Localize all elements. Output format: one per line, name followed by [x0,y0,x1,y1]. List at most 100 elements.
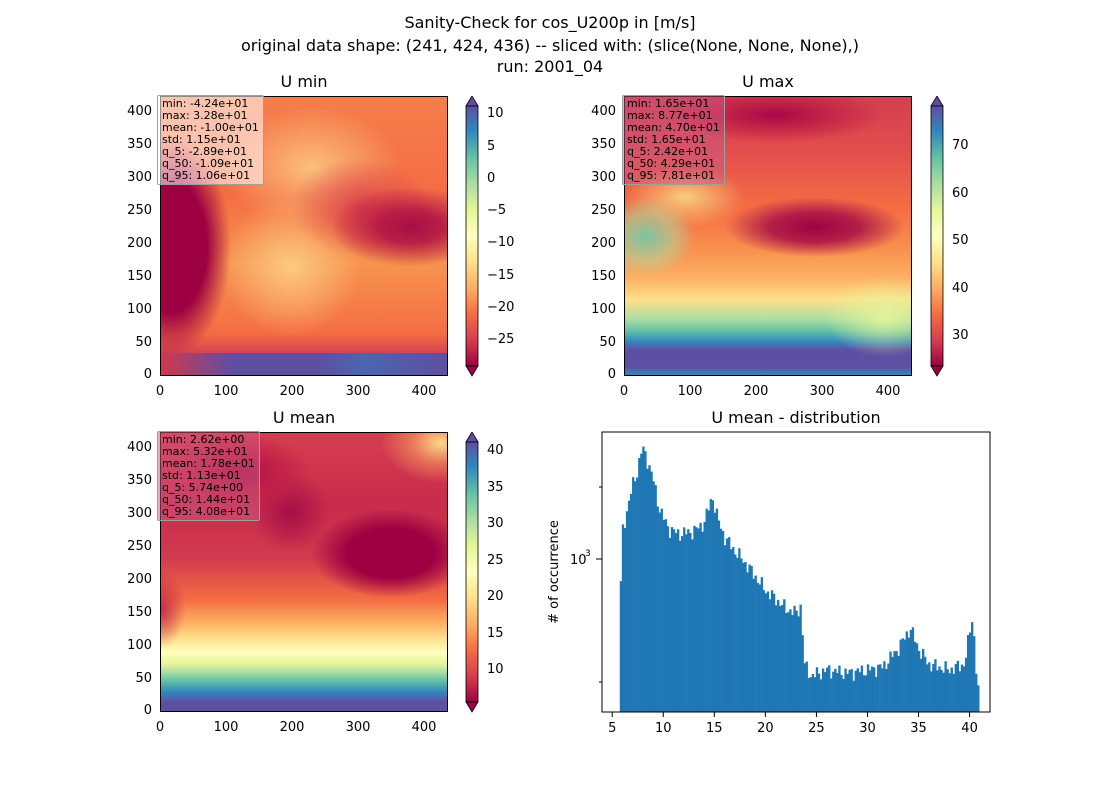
hist-bar [881,668,884,712]
umean-stat: mean: 1.78e+01 [162,457,255,470]
hist-bar [762,590,766,712]
hist-bar [721,530,725,712]
hist-bar [830,678,833,712]
hist-bar [681,536,684,712]
hist-bar [860,665,864,712]
hist-bar [742,562,745,712]
hist-bar [640,453,643,712]
hist-bar [836,673,839,712]
hist-bar [754,575,757,712]
hist-bar [625,511,629,712]
hist-bar [844,668,847,712]
hist-bar [634,481,637,712]
umean-xtick: 300 [345,720,371,735]
hist-xtick-label: 35 [910,721,927,736]
hist-bar [636,477,639,712]
umax-cbar-tick: 40 [952,281,969,296]
hist-bar [787,612,790,712]
hist-bar [834,668,837,712]
hist-bar [693,525,696,712]
hist-bar [936,670,939,712]
umin-xtick: 300 [345,384,371,399]
umin-cbar-tick: 10 [487,106,504,121]
umean-stat: q_95: 4.08e+01 [162,505,251,518]
figure-title-line-1: Sanity-Check for cos_U200p in [m/s] [404,13,696,32]
hist-bar [793,605,796,712]
hist-bar [952,673,955,712]
hist-bar [650,471,653,712]
hist-bar [928,662,931,712]
umin-ytick: 100 [127,302,152,317]
hist-bar [632,477,635,712]
hist-bar [748,564,751,712]
umean-ytick: 50 [135,671,152,686]
figure-title-line-3: run: 2001_04 [496,57,604,76]
umin-colorbar [465,96,479,377]
hist-bar [932,663,935,712]
hist-bar [656,506,659,712]
umean-stat: std: 1.13e+01 [162,469,241,482]
hist-bar [674,533,678,712]
hist-bar [885,669,888,712]
umin-cbar-tick: −15 [487,268,515,283]
umin-stat: q_95: 1.06e+01 [162,169,251,182]
hist-bar [973,636,976,712]
hist-bar [964,657,968,712]
hist-xtick-label: 40 [961,721,978,736]
umean-cbar-tick: 35 [487,480,504,495]
hist-bar [799,604,802,712]
hist-bar [966,635,970,712]
hist-bar [850,669,853,712]
hist-bar [968,632,972,712]
umean-cbar-tick: 25 [487,553,504,568]
hist-bar [893,651,896,712]
umax-colorbar [930,96,944,377]
hist-bar [715,508,719,712]
hist-bar [713,512,717,712]
umax-heatmap [624,96,912,376]
umin-xtick: 200 [279,384,305,399]
hist-bar [638,457,641,712]
hist-bar [730,549,733,712]
hist-bar [701,531,704,712]
hist-bar [821,668,825,712]
umean-ytick: 400 [127,440,152,455]
hist-bar [856,668,859,712]
hist-bar [642,446,645,712]
umean-title: U mean [272,408,336,427]
umean-stat: min: 2.62e+00 [162,433,245,446]
hist-bar [709,499,712,712]
umax-cbar-tick: 60 [952,186,969,201]
hist-bar [668,537,672,712]
hist-xticks: 5 10 15 20 25 30 35 40 [608,712,978,736]
hist-bar [940,669,943,712]
umax-title: U max [742,72,794,91]
hist-bar [915,643,919,712]
hist-bar [676,529,680,712]
hist-bar [977,685,980,712]
hist-bar [711,500,715,712]
hist-ylabel: # of occurrence [547,520,562,624]
umean-stat: q_50: 1.44e+01 [162,493,251,506]
hist-bar [750,566,753,712]
umean-colorbar [465,432,479,713]
umax-stat: q_95: 7.81e+01 [627,169,716,182]
hist-bar [646,468,649,712]
hist-bar [919,658,923,712]
hist-bar [889,651,892,712]
hist-bar [768,599,772,712]
hist-bar [658,512,661,712]
hist-bar [689,532,692,712]
umin-ytick: 300 [127,170,152,185]
hist-bar [913,641,917,712]
hist-xtick-label: 10 [655,721,672,736]
umax-xtick: 200 [743,384,769,399]
umax-stat: q_50: 4.29e+01 [627,157,716,170]
umin-stat: q_5: -2.89e+01 [162,145,248,158]
umax-ytick: 150 [591,269,616,284]
umax-ytick: 300 [591,170,616,185]
hist-ytick-exp: 3 [585,549,591,559]
hist-bar [872,667,876,712]
hist-bar [858,672,862,712]
hist-bar [948,673,951,712]
